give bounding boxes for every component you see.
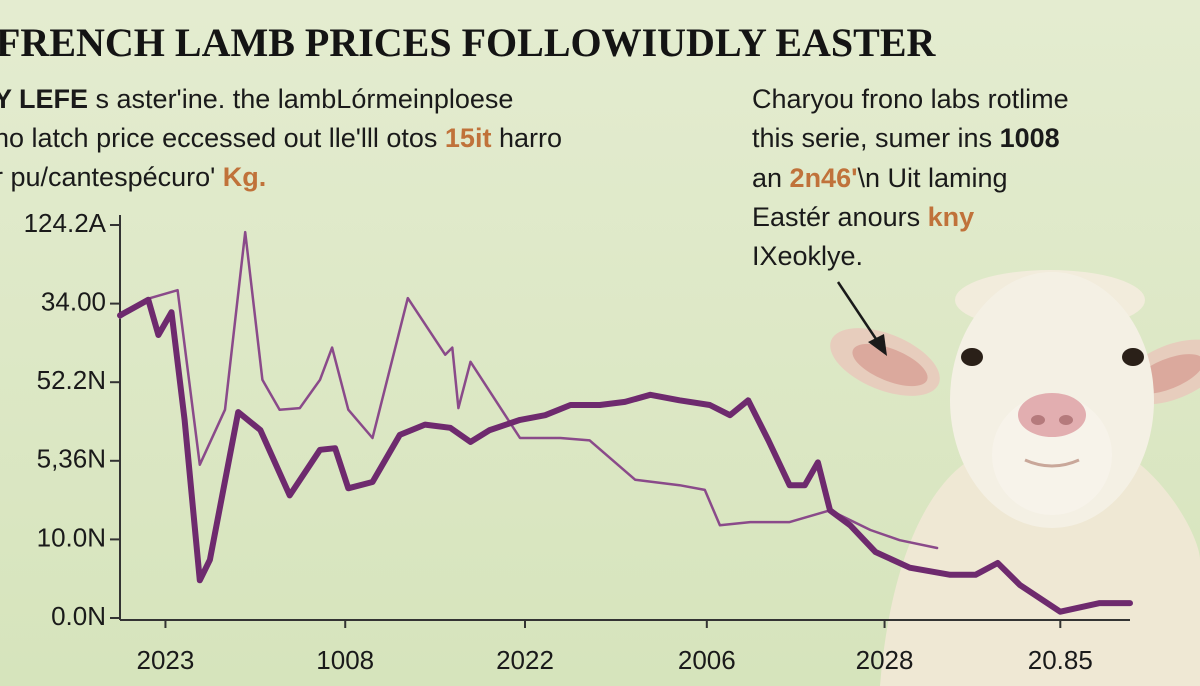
annotation-text: Charyou frono labs rotlime: [752, 84, 1069, 114]
series-line: [118, 230, 939, 550]
sheep: [830, 270, 1200, 686]
y-tick-label: 34.00: [41, 286, 106, 316]
x-tick-label: 1008: [316, 645, 374, 675]
annotation-text: 2n46': [790, 163, 858, 193]
x-tick-label: 2028: [856, 645, 914, 675]
annotation-text: an: [752, 163, 790, 193]
subtitle-text: Kg.: [223, 162, 267, 192]
subtitle-line: no latch price eccessed out lle'lll otos…: [0, 123, 562, 153]
annotation-text: 1008: [1000, 123, 1060, 153]
subtitle-text: no latch price eccessed out lle'lll otos: [0, 123, 445, 153]
series-line: [117, 296, 1133, 615]
subtitle-line: r pu/cantespécuro' Kg.: [0, 162, 266, 192]
annotation-line: IXeoklye.: [752, 241, 863, 271]
annotation-line: an 2n46'\n Uit laming: [752, 163, 1008, 193]
annotation-text: Eastér anours: [752, 202, 928, 232]
y-tick-label: 5,36N: [37, 444, 106, 474]
y-tick-label: 10.0N: [37, 522, 106, 552]
subtitle-line: Y LEFE s aster'ine. the lambLórmeinploes…: [0, 84, 513, 114]
annotation-line: Eastér anours kny: [752, 202, 974, 232]
subtitle-text: Y LEFE: [0, 84, 88, 114]
annotation-text: kny: [928, 202, 975, 232]
annotation-text: this serie, sumer ins: [752, 123, 1000, 153]
annotation-line: Charyou frono labs rotlime: [752, 84, 1069, 114]
y-tick-label: 124.2A: [24, 208, 107, 238]
annotation-text: \n Uit laming: [858, 163, 1008, 193]
x-tick-label: 2023: [137, 645, 195, 675]
subtitle-text: r pu/cantespécuro': [0, 162, 223, 192]
subtitle-text: s aster'ine. the lambLórmeinploese: [88, 84, 513, 114]
annotation-text: IXeoklye.: [752, 241, 863, 271]
annotation-arrow: [836, 281, 887, 356]
annotation-line: this serie, sumer ins 1008: [752, 123, 1060, 153]
x-tick-label: 2006: [678, 645, 736, 675]
x-tick-label: 2022: [496, 645, 554, 675]
chart-title: FRENCH LAMB PRICES FOLLOWIUDLY EASTER: [0, 20, 937, 65]
y-tick-label: 52.2N: [37, 365, 106, 395]
x-tick-label: 20.85: [1028, 645, 1093, 675]
subtitle-text: harro: [491, 123, 562, 153]
subtitle-text: 15it: [445, 123, 492, 153]
y-tick-label: 0.0N: [51, 601, 106, 631]
